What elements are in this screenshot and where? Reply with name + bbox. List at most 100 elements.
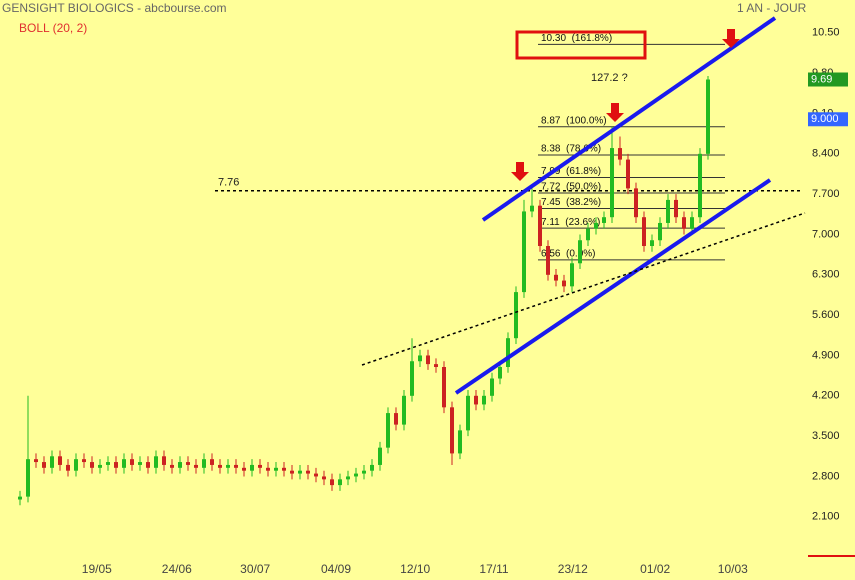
candle-body xyxy=(58,456,62,465)
candle-body xyxy=(658,222,662,241)
candle-body xyxy=(42,462,46,468)
fib-label: 7.45 (38.2%) xyxy=(541,197,601,208)
candle-body xyxy=(570,263,574,287)
y-tick-label: 4.900 xyxy=(812,349,840,361)
x-tick-label: 01/02 xyxy=(640,562,670,576)
candle-body xyxy=(690,217,694,229)
candle-body xyxy=(418,355,422,362)
candle-body xyxy=(586,228,590,241)
candle-body xyxy=(218,464,222,468)
candle-body xyxy=(282,467,286,471)
x-tick-label: 24/06 xyxy=(162,562,192,576)
candle-body xyxy=(82,459,86,463)
candle-body xyxy=(698,153,702,218)
x-tick-label: 04/09 xyxy=(321,562,351,576)
x-tick-label: 10/03 xyxy=(718,562,748,576)
candle-body xyxy=(378,447,382,465)
candle-body xyxy=(634,188,638,218)
candle-body xyxy=(474,395,478,405)
candle-body xyxy=(666,199,670,223)
indicator-label: BOLL (20, 2) xyxy=(19,21,87,35)
y-tick-label: 5.600 xyxy=(812,309,840,321)
candle-body xyxy=(330,479,334,486)
y-tick-label: 10.50 xyxy=(812,27,840,39)
trend-line xyxy=(481,16,777,222)
fib-label: 8.87 (100.0%) xyxy=(541,115,607,126)
candle-body xyxy=(258,464,262,468)
candle-body xyxy=(226,464,230,468)
candle-body xyxy=(434,364,438,367)
band-price-tag xyxy=(808,112,848,127)
candle-body xyxy=(354,473,358,477)
x-tick-label: 12/10 xyxy=(400,562,430,576)
candle-body xyxy=(506,338,510,367)
y-tick-label: 7.000 xyxy=(812,228,840,240)
candle-body xyxy=(642,217,646,247)
y-tick-label: 6.300 xyxy=(812,269,840,281)
candle-body xyxy=(298,470,302,474)
candle-body xyxy=(498,366,502,379)
candle-body xyxy=(138,462,142,465)
candle-body xyxy=(602,217,606,223)
y-tick-label: 2.100 xyxy=(812,511,840,523)
candle-body xyxy=(490,378,494,396)
note: 127.2 ? xyxy=(591,72,628,84)
last-price-label: 9.69 xyxy=(811,73,832,85)
candle-body xyxy=(90,462,94,468)
reference-label: 7.76 xyxy=(218,177,239,189)
band-price-label: 9.000 xyxy=(811,113,839,125)
candle-body xyxy=(626,159,630,189)
candle-body xyxy=(50,456,54,468)
last-price-tag xyxy=(808,72,848,87)
candle-body xyxy=(122,459,126,468)
candle-body xyxy=(26,459,30,497)
candle-body xyxy=(130,459,134,465)
candle-body xyxy=(210,459,214,465)
candle-body xyxy=(106,462,110,465)
candle-body xyxy=(194,464,198,468)
candle-body xyxy=(186,462,190,465)
candle-body xyxy=(482,395,486,405)
candle-body xyxy=(346,476,350,480)
candle-body xyxy=(706,79,710,154)
arrow xyxy=(722,29,740,48)
candle-body xyxy=(154,456,158,468)
fib-label: 8.38 (78.6%) xyxy=(541,144,601,155)
candle-body xyxy=(370,464,374,471)
candle-body xyxy=(250,464,254,471)
fib-label: 7.72 (50.0%) xyxy=(541,182,601,193)
candle-body xyxy=(458,430,462,454)
y-tick-label: 3.500 xyxy=(812,430,840,442)
candle-body xyxy=(522,211,526,293)
period-label: 1 AN - JOUR xyxy=(737,1,807,15)
fib-label: 7.11 (23.6%) xyxy=(541,217,600,228)
fib-label: 10.30 (161.8%) xyxy=(541,33,612,44)
arrow xyxy=(511,162,529,181)
candle-body xyxy=(594,222,598,229)
candle-body xyxy=(170,464,174,468)
candle-body xyxy=(682,217,686,229)
plot: 10.509.809.108.4007.7007.0006.3005.6004.… xyxy=(18,27,840,576)
arrow xyxy=(606,103,624,122)
fib-label: 7.99 (61.8%) xyxy=(541,166,601,177)
candle-body xyxy=(426,355,430,365)
candle-body xyxy=(386,413,390,448)
candle-body xyxy=(538,205,542,247)
chart-title: GENSIGHT BIOLOGICS - abcbourse.com xyxy=(2,1,227,15)
candle-body xyxy=(546,246,550,275)
candle-body xyxy=(618,148,622,160)
candle-body xyxy=(146,462,150,468)
candle-body xyxy=(274,467,278,471)
candle-body xyxy=(578,240,582,264)
candle-body xyxy=(410,361,414,396)
candle-body xyxy=(114,462,118,468)
candle-body xyxy=(650,240,654,247)
candle-body xyxy=(450,407,454,454)
trend-line xyxy=(454,178,772,395)
candle-body xyxy=(362,470,366,474)
candle-body xyxy=(98,464,102,468)
x-tick-label: 23/12 xyxy=(558,562,588,576)
candle-body xyxy=(178,462,182,468)
